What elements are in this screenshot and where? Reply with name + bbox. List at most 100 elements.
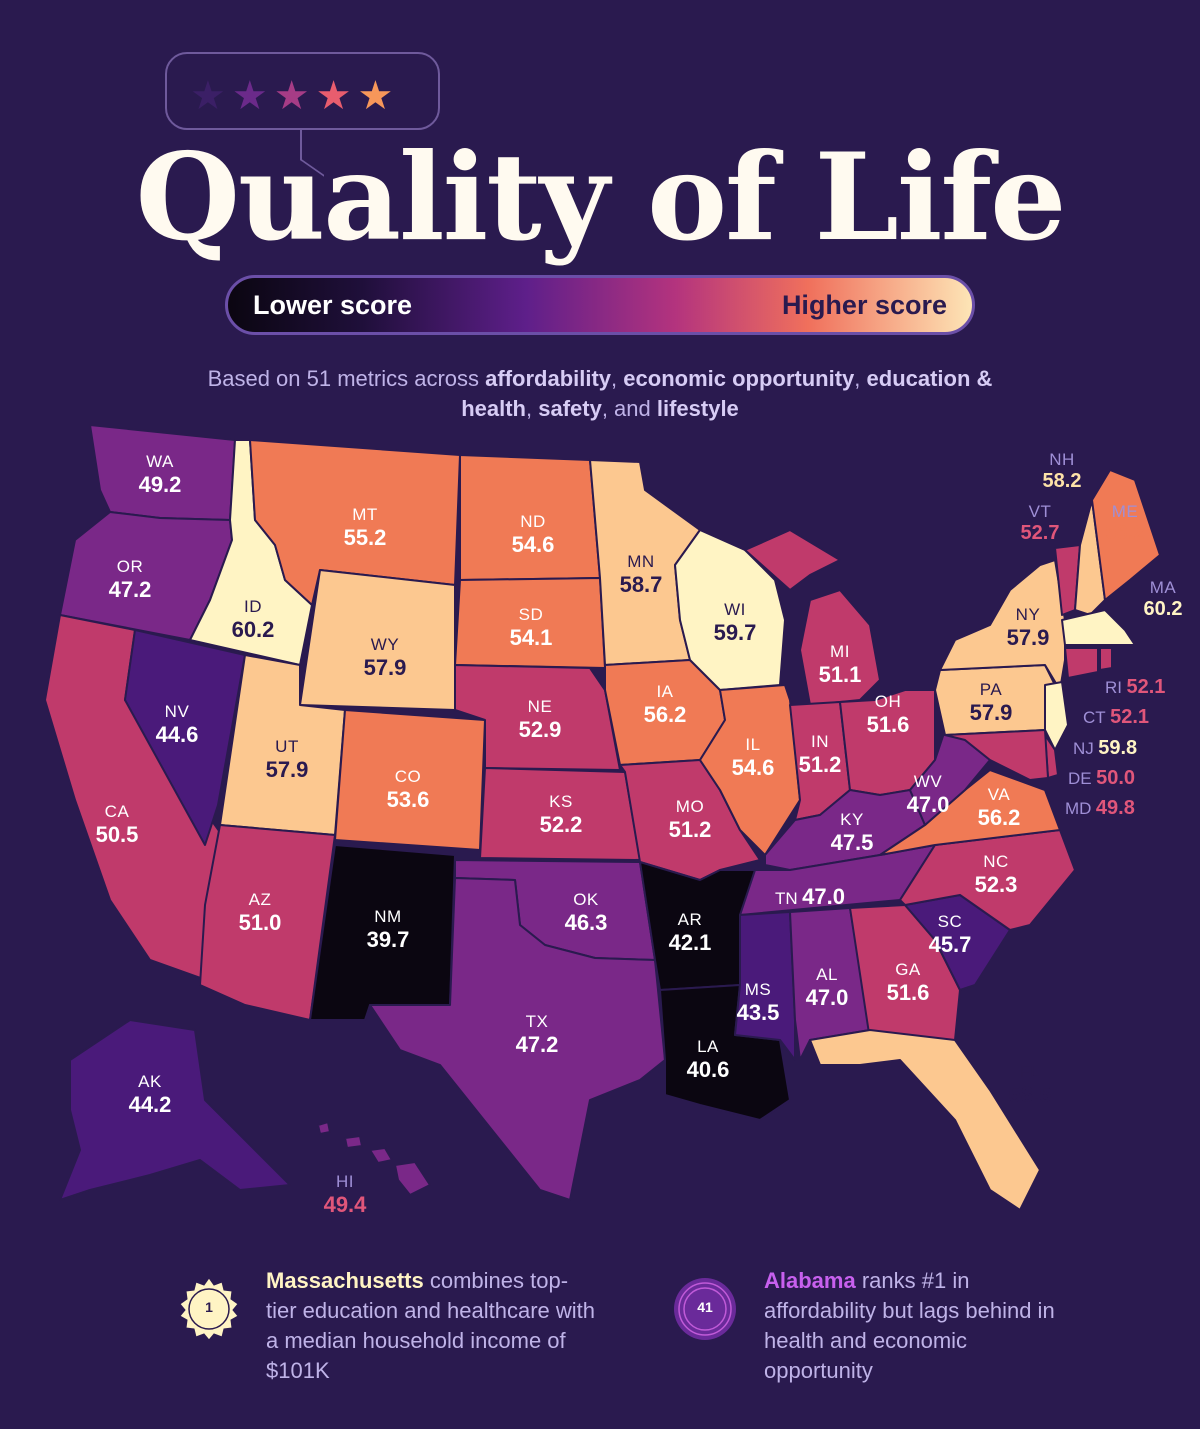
state-label-al: AL 47.0 <box>805 965 849 1010</box>
page-title: Quality of Life <box>135 127 1066 268</box>
rank-badge-icon <box>674 1278 736 1340</box>
state-ny[interactable] <box>939 559 1066 691</box>
state-label-ut: UT 57.9 <box>265 737 309 782</box>
star-icon: ★ <box>315 73 352 119</box>
subtitle-text: Based on 51 metrics across <box>207 366 486 391</box>
state-nh[interactable] <box>1074 499 1106 616</box>
state-label-ia: IA 56.2 <box>643 682 687 727</box>
state-label-ri: RI 52.1 <box>1105 676 1166 698</box>
state-label-nh: NH 58.2 <box>1042 450 1082 492</box>
rating-stars: ★ ★ ★ ★ ★ <box>190 76 393 116</box>
state-label-ar: AR 42.1 <box>668 910 712 955</box>
note-state: Massachusetts <box>266 1268 424 1293</box>
state-label-ms: MS 43.5 <box>736 980 780 1025</box>
star-icon: ★ <box>273 73 310 119</box>
color-legend: Lower score Higher score <box>225 275 975 335</box>
state-label-ca: CA 50.5 <box>95 802 139 847</box>
state-mi[interactable] <box>744 529 881 706</box>
state-fl[interactable] <box>809 1029 1041 1211</box>
state-label-nm: NM 39.7 <box>366 907 410 952</box>
state-nc[interactable] <box>899 829 1076 931</box>
state-label-ne: NE 52.9 <box>518 697 562 742</box>
state-label-nc: NC 52.3 <box>974 852 1018 897</box>
state-label-la: LA 40.6 <box>686 1037 730 1082</box>
state-ri[interactable] <box>1099 647 1113 671</box>
note-massachusetts: Massachusetts combines top-tier educatio… <box>266 1266 596 1386</box>
note-text: combines top-tier education and healthca… <box>266 1268 595 1383</box>
note-state: Alabama <box>764 1268 856 1293</box>
state-label-or: OR 47.2 <box>108 557 152 602</box>
state-label-ak: AK 44.2 <box>128 1072 172 1117</box>
state-label-nd: ND 54.6 <box>511 512 555 557</box>
state-label-ok: OK 46.3 <box>564 890 608 935</box>
state-hi[interactable] <box>317 1121 431 1196</box>
state-label-va: VA 56.2 <box>977 785 1021 830</box>
note-alabama: Alabama ranks #1 in affordability but la… <box>764 1266 1064 1386</box>
state-label-mi: MI 51.1 <box>818 642 862 687</box>
state-label-pa: PA 57.9 <box>969 680 1013 725</box>
note-text: ranks #1 in affordability but lags behin… <box>764 1268 1055 1383</box>
star-icon: ★ <box>190 73 226 119</box>
state-label-ky: KY 47.5 <box>830 810 874 855</box>
state-label-oh: OH 51.6 <box>866 692 910 737</box>
state-md[interactable] <box>944 729 1049 781</box>
state-label-hi: HI 49.4 <box>323 1172 367 1217</box>
rank-badge-icon <box>179 1277 239 1341</box>
state-label-sc: SC 45.7 <box>928 912 972 957</box>
state-label-md: MD 49.8 <box>1065 797 1135 819</box>
state-label-wa: WA 49.2 <box>138 452 182 497</box>
state-label-ks: KS 52.2 <box>539 792 583 837</box>
state-label-vt: VT 52.7 <box>1020 502 1060 544</box>
state-me[interactable] <box>1091 469 1161 601</box>
state-label-tn: TN 47.0 <box>775 884 845 909</box>
subtitle-bold: safety <box>538 396 602 421</box>
state-label-fl: FL 58.5 <box>1008 1062 1052 1107</box>
state-label-ct: CT 52.1 <box>1083 706 1150 728</box>
state-mt[interactable] <box>249 439 461 606</box>
state-label-id: ID 60.2 <box>231 597 275 642</box>
state-label-wy: WY 57.9 <box>363 635 407 680</box>
state-label-ma: MA 60.2 <box>1143 578 1183 620</box>
state-nv[interactable] <box>124 629 246 846</box>
state-label-co: CO 53.6 <box>386 767 430 812</box>
state-ct[interactable] <box>1064 647 1099 679</box>
state-label-mo: MO 51.2 <box>668 797 712 842</box>
star-icon: ★ <box>357 73 394 119</box>
state-label-sd: SD 54.1 <box>509 605 553 650</box>
state-label-de: DE 50.0 <box>1068 767 1136 789</box>
subtitle-text: , <box>525 396 539 421</box>
subtitle-bold: economic opportunity <box>623 366 855 391</box>
state-label-wv: WV 47.0 <box>906 772 950 817</box>
state-ma[interactable] <box>1061 609 1136 646</box>
state-tx[interactable] <box>369 877 666 1201</box>
rank-badge-number: 41 <box>697 1299 713 1315</box>
state-label-ny: NY 57.9 <box>1006 605 1050 650</box>
subtitle-bold: education & health <box>461 366 993 421</box>
state-label-ga: GA 51.6 <box>886 960 930 1005</box>
state-il[interactable] <box>699 684 801 856</box>
state-label-nv: NV 44.6 <box>155 702 199 747</box>
subtitle-text: , <box>854 366 867 391</box>
speech-bubble <box>165 52 440 130</box>
subtitle-bold: lifestyle <box>656 396 739 421</box>
state-label-nj: NJ 59.8 <box>1073 737 1138 759</box>
subtitle-text: , <box>611 366 624 391</box>
subtitle-text: , and <box>601 396 657 421</box>
state-ak[interactable] <box>59 1019 291 1201</box>
state-label-az: AZ 51.0 <box>238 890 282 935</box>
state-label-tx: TX 47.2 <box>515 1012 559 1057</box>
subtitle: Based on 51 metrics across affordability… <box>200 364 1000 424</box>
state-nj[interactable] <box>1044 681 1069 751</box>
legend-low-label: Lower score <box>253 290 413 320</box>
state-label-in: IN 51.2 <box>798 732 842 777</box>
legend-high-label: Higher score <box>781 290 947 320</box>
star-icon: ★ <box>231 73 268 119</box>
state-label-wi: WI 59.7 <box>713 600 757 645</box>
rank-badge-number: 1 <box>205 1299 213 1315</box>
state-label-mt: MT 55.2 <box>343 505 387 550</box>
state-label-mn: MN 58.7 <box>619 552 663 597</box>
subtitle-bold: affordability <box>485 366 612 391</box>
state-label-il: IL 54.6 <box>731 735 775 780</box>
